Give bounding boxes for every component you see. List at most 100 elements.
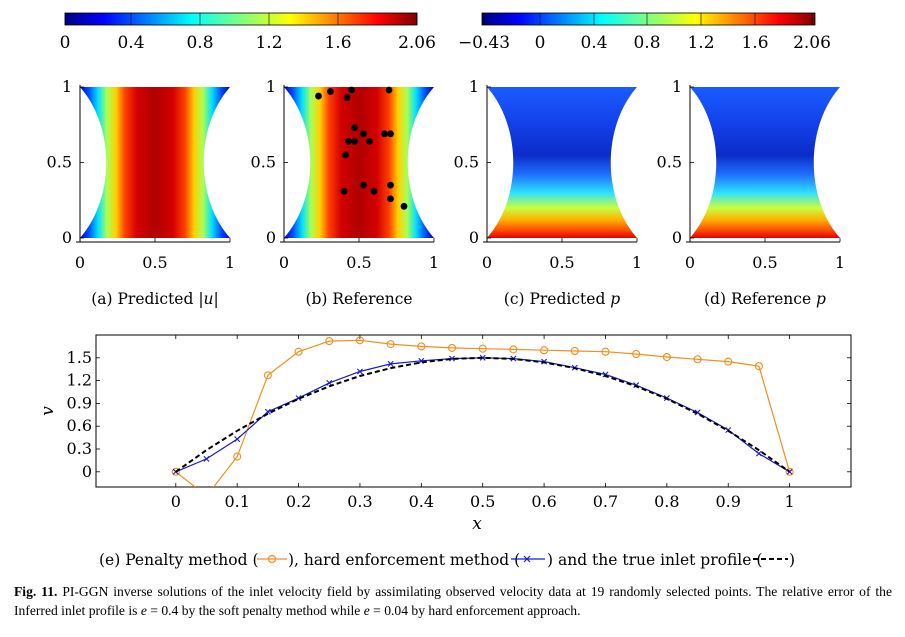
y-tick-label: 1	[266, 77, 276, 96]
figure-label: Fig. 11.	[14, 584, 58, 599]
caption-text-1: PI-GGN inverse solutions of the inlet ve…	[14, 584, 892, 618]
panel-caption: (a) Predicted |u|	[91, 290, 219, 308]
data-point-hard	[326, 379, 333, 386]
x-tick-label: 0.3	[347, 492, 372, 511]
data-point-penalty	[478, 344, 487, 353]
observation-point	[315, 92, 322, 100]
data-point-hard	[264, 408, 271, 415]
colorbar-right-tick-label: 1.6	[741, 33, 768, 53]
colorbar-right-tick-label: 1.2	[687, 33, 714, 53]
y-tick-label: 1	[62, 77, 72, 96]
y-tick-label: 1	[469, 77, 479, 96]
colorbar-left-tick-label: 0	[60, 33, 71, 53]
y-tick-label: 0.5	[251, 153, 276, 172]
colorbar-right-tick-label: 2.06	[793, 33, 831, 53]
colorbar-right-tick-label: 0.8	[633, 33, 660, 53]
x-tick-label: 0.7	[593, 492, 618, 511]
data-point-hard	[786, 468, 793, 475]
panel-caption-text: (a) Predicted |	[91, 290, 203, 308]
observation-point	[348, 86, 355, 94]
data-point-penalty	[632, 349, 641, 359]
x-tick-label: 0.2	[286, 492, 311, 511]
y-tick-label: 1	[672, 77, 682, 96]
x-tick-label: 1	[429, 253, 439, 272]
observation-point	[351, 124, 358, 132]
field-panel-3: 0 0.5 1 0 0.5 1 (c) Predicted p	[454, 77, 643, 308]
plot-caption-part-2: ), hard enforcement method (	[288, 551, 520, 569]
x-tick-label: 0	[171, 492, 181, 511]
y-tick-label: 0.5	[47, 153, 72, 172]
data-point-hard	[755, 450, 762, 457]
x-tick-label: 1	[785, 492, 795, 511]
observation-point	[400, 202, 408, 210]
observation-point	[370, 187, 378, 195]
colorbar-right-tick-label: −0.43	[458, 33, 510, 53]
panel-caption: (d) Reference p	[704, 290, 826, 308]
data-point-hard	[203, 455, 210, 462]
observation-point	[366, 137, 373, 145]
observation-point	[345, 137, 352, 145]
colorbar-right-tick-label: 0	[535, 33, 546, 53]
series-line-penalty	[175, 339, 791, 487]
data-point-penalty	[233, 452, 242, 461]
colorbar-right-tick-label: 0.4	[580, 33, 607, 53]
data-point-hard	[387, 360, 394, 367]
legend-hard-marker	[511, 555, 545, 563]
colorbar-left: 0 0.4 0.8 1.2 1.6 2.06	[60, 12, 436, 53]
panel-caption-text: |	[214, 290, 219, 308]
data-point-penalty	[294, 347, 303, 356]
data-point-penalty	[325, 337, 334, 346]
observation-point	[340, 187, 348, 195]
observation-point	[381, 130, 388, 138]
y-tick-label: 0	[672, 228, 682, 247]
observation-point	[387, 195, 394, 203]
panel-caption: (c) Predicted p	[504, 290, 621, 308]
observation-point	[351, 137, 358, 145]
data-point-penalty	[693, 355, 702, 364]
y-tick-label: 0.5	[657, 153, 682, 172]
x-tick-label: 0.5	[752, 253, 777, 272]
x-tick-label: 1	[632, 253, 642, 272]
plot-caption-part-1: (e) Penalty method (	[99, 551, 259, 569]
y-tick-label: 0	[266, 228, 276, 247]
velocity-field	[284, 87, 434, 238]
data-point-penalty	[171, 467, 180, 476]
data-point-hard	[356, 368, 363, 375]
data-point-penalty	[417, 342, 426, 351]
y-tick-label: 0.5	[454, 153, 479, 172]
colorbar-left-tick-label: 1.2	[255, 33, 282, 53]
observation-point	[387, 130, 394, 138]
x-tick-label: 0.5	[549, 253, 574, 272]
y-tick-label: 0	[82, 462, 92, 481]
y-axis-label: v	[38, 406, 58, 416]
colorbar-left-tick-label: 1.6	[324, 33, 351, 53]
field-panel-2: 0 0.5 1 0 0.5 1 (b) Reference	[251, 77, 440, 308]
data-point-penalty	[386, 340, 395, 349]
data-point-hard	[449, 355, 456, 362]
data-point-penalty	[570, 346, 579, 356]
x-tick-label: 0.9	[716, 492, 741, 511]
panel-caption-variable: p	[610, 290, 620, 308]
data-point-penalty	[263, 371, 272, 380]
field-panel-4: 0 0.5 1 0 0.5 1 (d) Reference p	[657, 77, 846, 308]
legend-penalty-marker	[257, 554, 287, 564]
field-panels: 0 0.5 1 0 0.5 1 (a) Predicted |u| 0 0.5 1 0 0.5 1 (b)…	[47, 77, 846, 308]
y-tick-label: 0.9	[67, 393, 92, 412]
panel-caption-variable: p	[816, 290, 826, 308]
data-point-penalty	[540, 346, 549, 355]
plot-caption-close: )	[789, 551, 795, 569]
pressure-field	[487, 87, 637, 238]
observation-point	[360, 181, 367, 189]
data-point-penalty	[447, 343, 457, 352]
x-tick-label: 0	[75, 253, 85, 272]
colorbar-left-tick-label: 0.8	[186, 33, 213, 53]
observation-point	[385, 86, 393, 94]
caption-e-symbol-2: e	[363, 603, 370, 618]
data-point-penalty	[724, 357, 733, 366]
data-point-penalty	[754, 362, 763, 371]
x-tick-label: 0.8	[654, 492, 679, 511]
observation-point	[360, 130, 367, 138]
x-tick-label: 0.5	[346, 253, 371, 272]
plot-caption-part-3: ) and the true inlet profile (	[547, 551, 762, 569]
panel-caption-text: (d) Reference	[704, 290, 816, 308]
